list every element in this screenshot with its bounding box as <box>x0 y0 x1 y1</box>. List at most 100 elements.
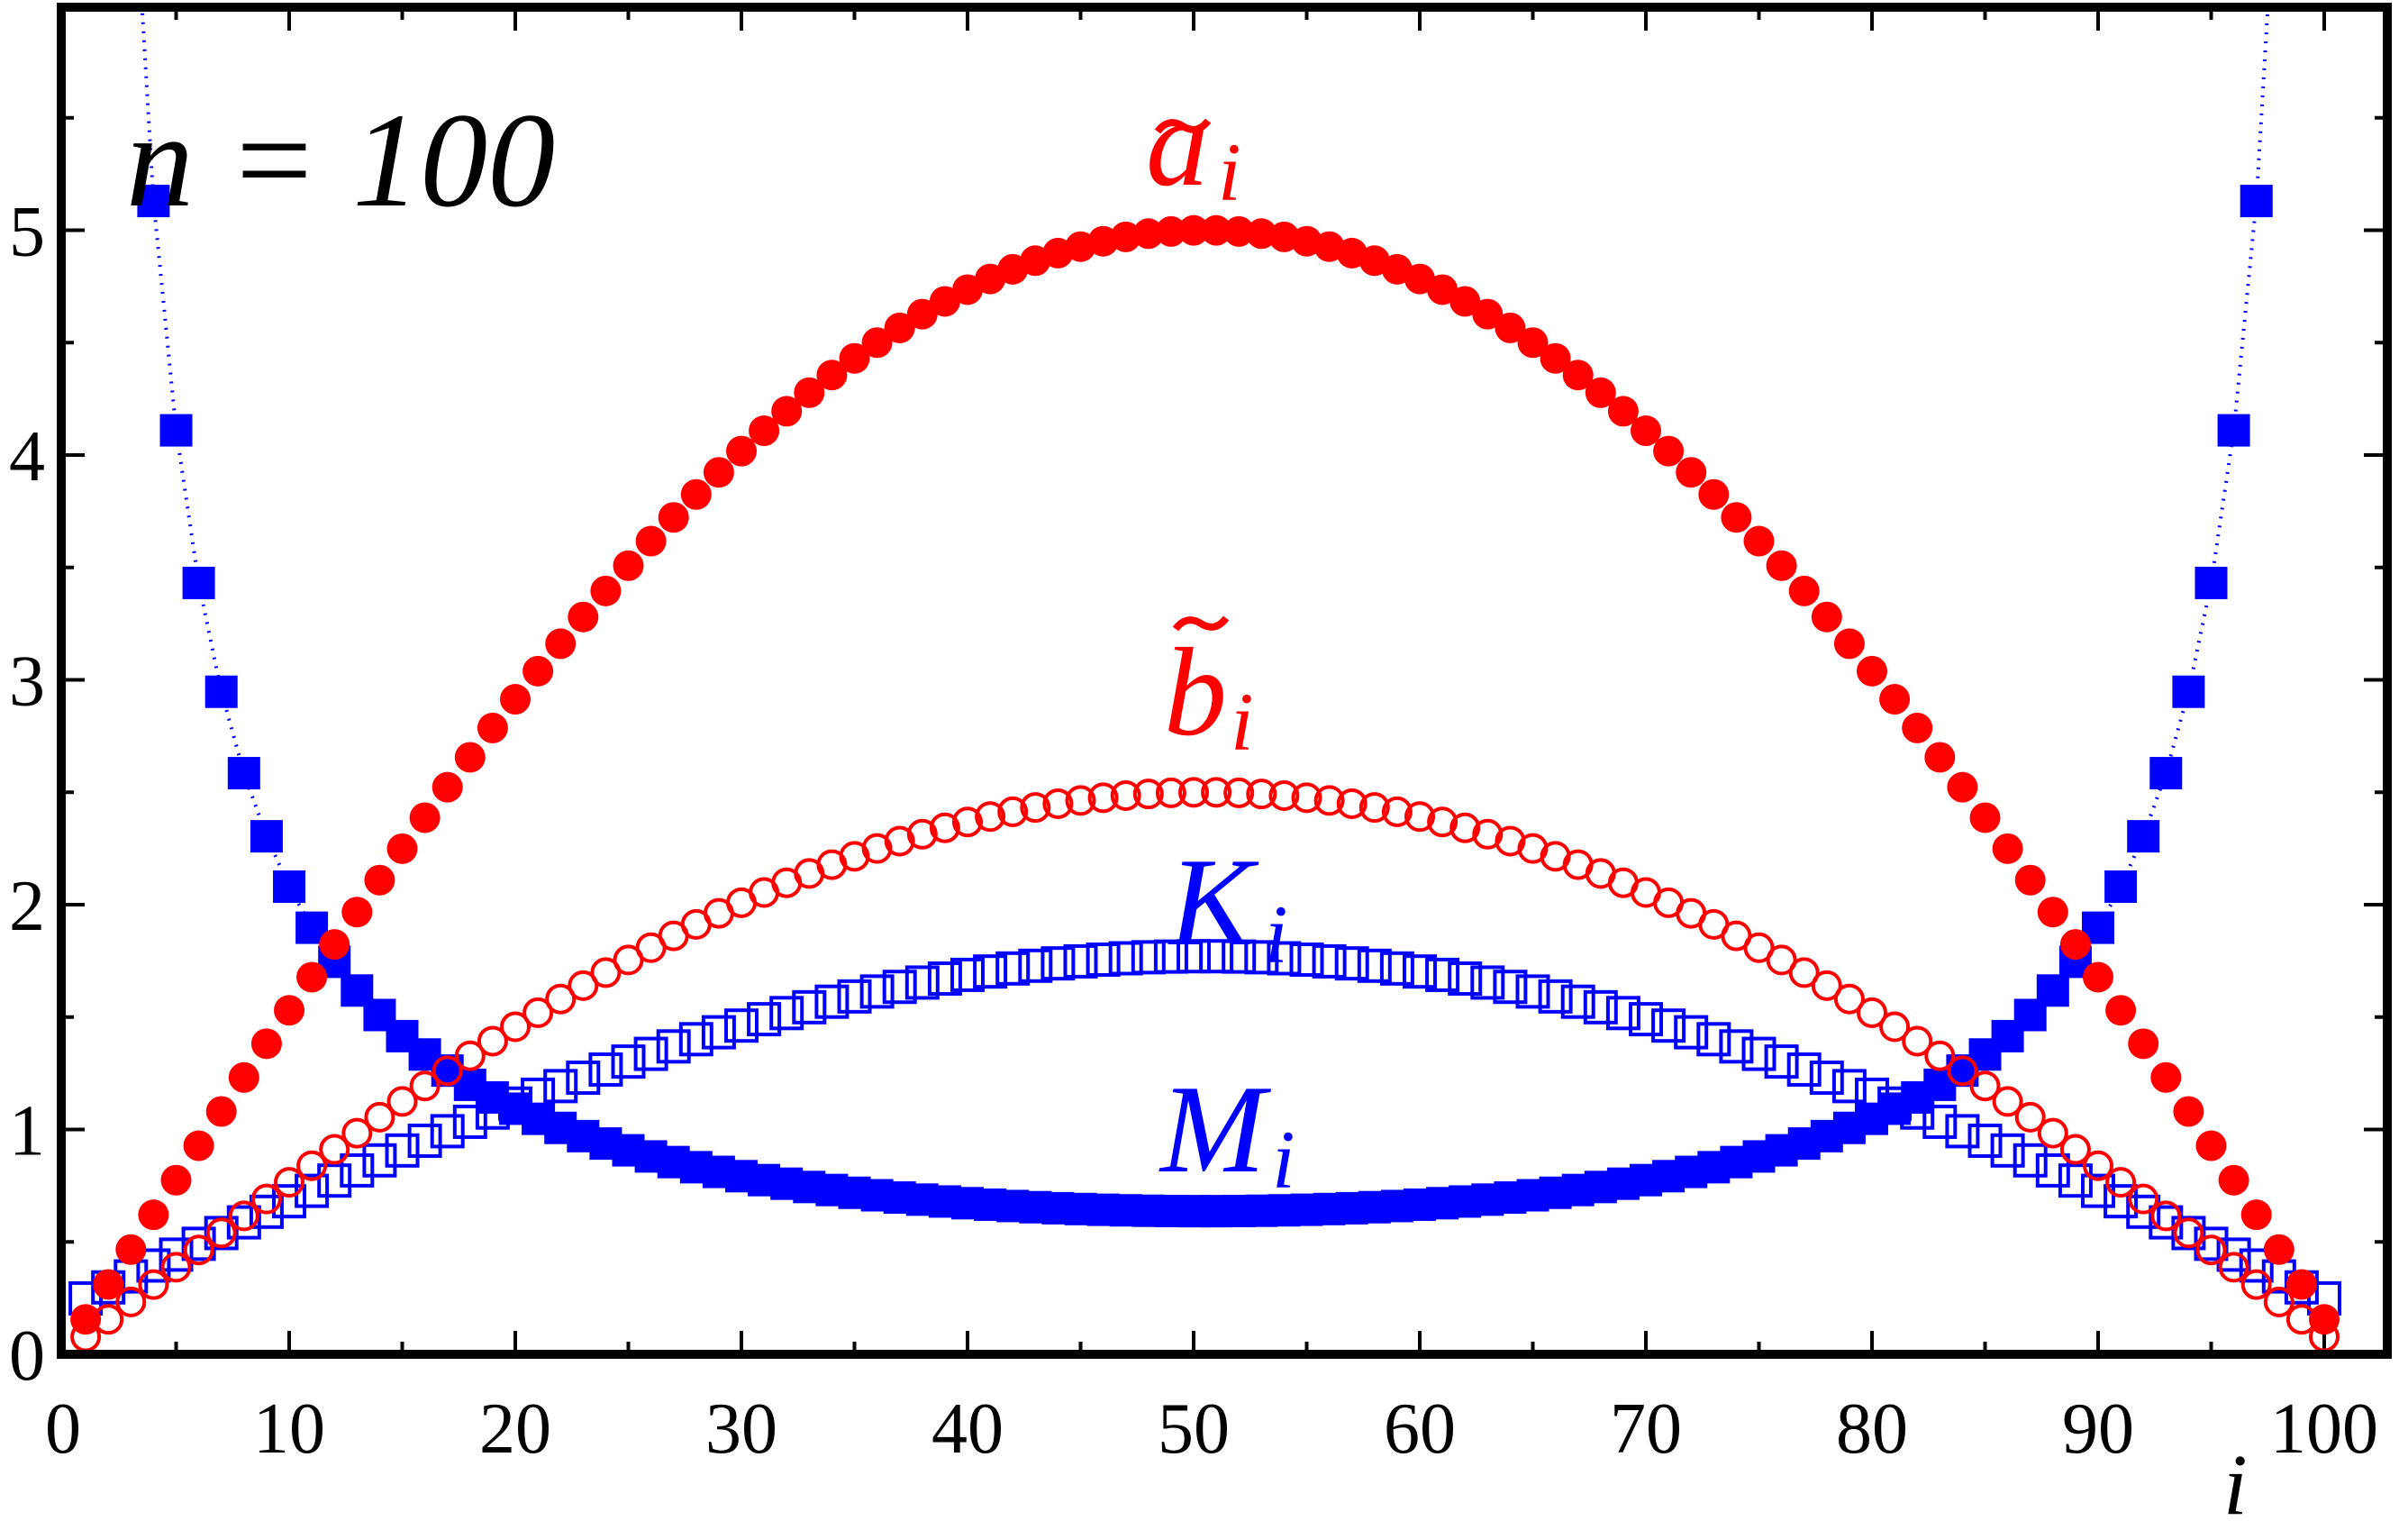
point <box>319 1134 350 1165</box>
svg-text:M: M <box>1159 1060 1272 1199</box>
point <box>1178 214 1209 246</box>
point <box>1267 941 1302 976</box>
point <box>839 342 870 374</box>
point <box>364 1101 395 1133</box>
point <box>726 435 757 467</box>
point <box>93 1269 124 1300</box>
point <box>1131 940 1166 975</box>
point <box>2128 1183 2159 1215</box>
point <box>1449 286 1481 317</box>
point <box>590 957 622 988</box>
point <box>1857 997 1887 1028</box>
point <box>680 478 712 510</box>
series-filled-circle <box>70 214 2340 1335</box>
point <box>995 951 1031 986</box>
point <box>997 796 1029 827</box>
point <box>2149 757 2183 790</box>
point <box>1040 946 1076 981</box>
m-label: M i <box>1159 1060 1295 1206</box>
point <box>906 298 938 330</box>
point <box>454 1040 486 1071</box>
point <box>771 396 803 427</box>
point <box>2128 1028 2159 1060</box>
point <box>1155 777 1186 808</box>
point <box>2083 1150 2113 1181</box>
point <box>1177 939 1211 974</box>
point <box>1540 342 1571 374</box>
point <box>1087 782 1119 814</box>
point <box>590 575 622 606</box>
point <box>1947 771 1978 803</box>
point <box>1900 1095 1935 1130</box>
a-tilde <box>1154 118 1212 134</box>
point <box>2216 1237 2251 1272</box>
point <box>927 961 962 996</box>
point <box>1855 1077 1889 1112</box>
point <box>2014 1101 2046 1133</box>
point <box>249 1194 284 1229</box>
point <box>1924 1040 1956 1071</box>
point <box>973 954 1008 989</box>
point <box>1291 782 1322 814</box>
point <box>635 525 667 557</box>
point <box>588 1052 623 1087</box>
point <box>1495 825 1526 857</box>
point <box>1967 1124 2003 1159</box>
point <box>1313 785 1345 816</box>
point <box>1562 360 1594 391</box>
series-layer <box>68 0 2341 1353</box>
x-tick-label: 0 <box>45 1389 81 1469</box>
point <box>1448 961 1483 996</box>
point <box>2194 566 2228 599</box>
point <box>341 1117 373 1149</box>
point <box>1153 939 1188 974</box>
point <box>861 833 893 864</box>
point <box>138 1269 169 1300</box>
y-tick-label: 1 <box>9 1092 45 1171</box>
point <box>1018 948 1053 983</box>
point <box>769 996 804 1031</box>
point <box>70 1304 102 1335</box>
point <box>794 377 825 408</box>
point <box>2081 1173 2115 1208</box>
point <box>1199 939 1234 974</box>
point <box>204 675 238 708</box>
point <box>2083 961 2113 993</box>
point <box>1449 812 1481 843</box>
point <box>1605 996 1640 1031</box>
point <box>2104 1184 2139 1219</box>
y-tick-label: 2 <box>9 867 45 946</box>
point <box>1766 550 1797 581</box>
point <box>1945 1114 1980 1149</box>
point <box>1403 954 1437 989</box>
point <box>1698 478 1730 510</box>
point <box>884 825 915 857</box>
x-axis-label: i <box>2223 1436 2248 1521</box>
point <box>568 970 599 1001</box>
point <box>1653 435 1685 467</box>
tick-labels: 0 10 20 30 40 50 60 70 80 90 100 0 1 2 3 4 5 <box>9 193 2378 1470</box>
point <box>1472 298 1504 330</box>
point <box>115 1286 147 1317</box>
point <box>250 820 283 853</box>
point <box>386 833 418 864</box>
point <box>1969 802 2001 833</box>
point <box>2195 1234 2227 1266</box>
point <box>340 1152 375 1188</box>
point <box>228 1061 259 1093</box>
y-tick-label: 0 <box>9 1316 45 1396</box>
point <box>952 806 983 838</box>
point <box>364 864 395 896</box>
point <box>2150 1200 2182 1232</box>
point <box>1087 225 1119 257</box>
point <box>1379 951 1414 986</box>
point <box>1992 1086 2023 1117</box>
point <box>1110 221 1141 252</box>
point <box>1065 785 1096 816</box>
point <box>295 1173 330 1208</box>
point <box>1924 742 1956 773</box>
point <box>2126 1194 2161 1229</box>
svg-text:b: b <box>1164 623 1227 762</box>
point <box>1268 221 1300 252</box>
